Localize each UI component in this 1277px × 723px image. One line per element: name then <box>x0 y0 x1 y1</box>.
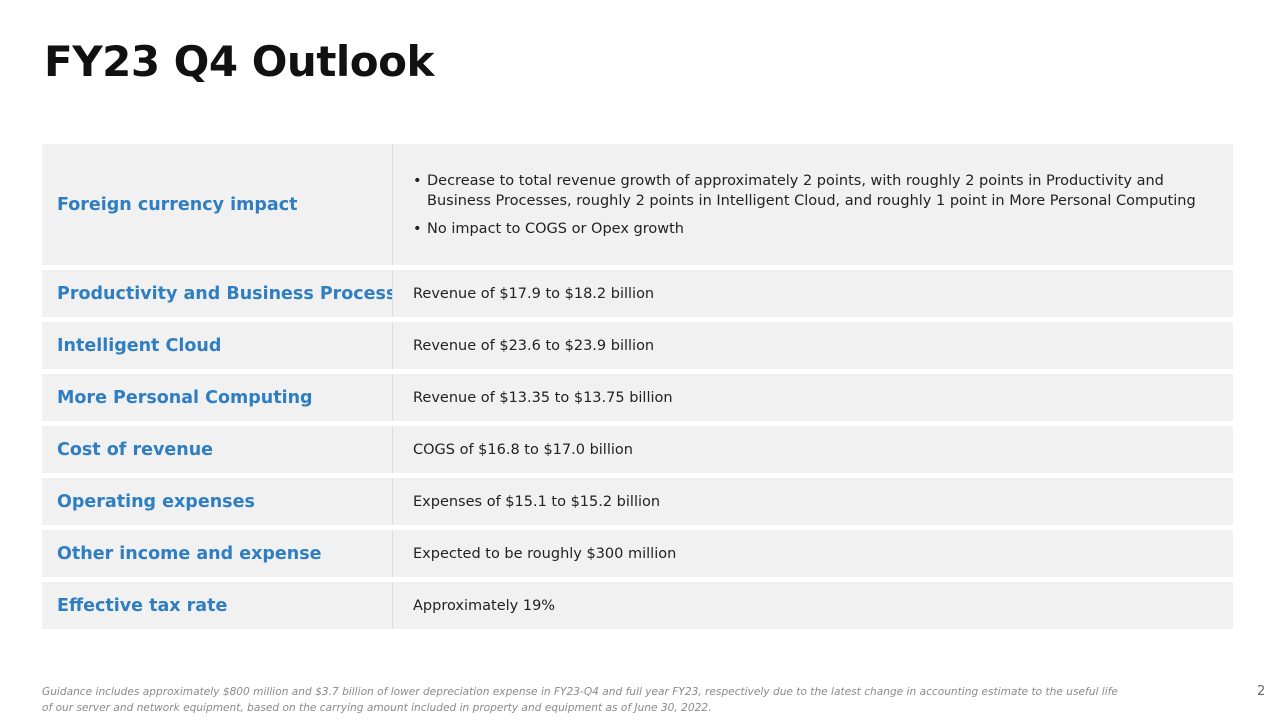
outlook-table: Foreign currency impact Decrease to tota… <box>42 144 1233 629</box>
slide-title: FY23 Q4 Outlook <box>44 37 434 86</box>
table-row: More Personal Computing Revenue of $13.3… <box>42 374 1233 421</box>
row-label: More Personal Computing <box>42 374 393 421</box>
row-value: COGS of $16.8 to $17.0 billion <box>413 441 633 458</box>
bullet-text-line: No impact to COGS or Opex growth <box>427 220 684 237</box>
page-number: 2 <box>1257 684 1266 699</box>
table-row: Other income and expense Expected to be … <box>42 530 1233 577</box>
table-row: Effective tax rate Approximately 19% <box>42 582 1233 629</box>
table-row: Intelligent Cloud Revenue of $23.6 to $2… <box>42 322 1233 369</box>
row-value: Approximately 19% <box>413 597 556 614</box>
bullet-text-line: Business Processes, roughly 2 points in … <box>427 192 1196 209</box>
row-label: Effective tax rate <box>42 582 393 629</box>
bullet-list: Decrease to total revenue growth of appr… <box>413 171 1196 239</box>
row-label: Operating expenses <box>42 478 393 525</box>
row-label: Productivity and Business Processes <box>42 270 393 317</box>
row-label: Cost of revenue <box>42 426 393 473</box>
row-value: Revenue of $17.9 to $18.2 billion <box>413 285 655 302</box>
bullet-item: Decrease to total revenue growth of appr… <box>413 171 1196 211</box>
footnote-line: of our server and network equipment, bas… <box>42 702 712 714</box>
table-row: Foreign currency impact Decrease to tota… <box>42 144 1233 265</box>
row-label: Foreign currency impact <box>42 144 393 265</box>
row-value: Expenses of $15.1 to $15.2 billion <box>413 493 661 510</box>
row-label: Other income and expense <box>42 530 393 577</box>
bullet-text-line: Decrease to total revenue growth of appr… <box>427 172 1164 189</box>
row-label: Intelligent Cloud <box>42 322 393 369</box>
row-value: Decrease to total revenue growth of appr… <box>393 144 1233 265</box>
bullet-item: No impact to COGS or Opex growth <box>413 219 1196 239</box>
row-value: Expected to be roughly $300 million <box>413 545 677 562</box>
table-row: Operating expenses Expenses of $15.1 to … <box>42 478 1233 525</box>
table-row: Productivity and Business Processes Reve… <box>42 270 1233 317</box>
row-value: Revenue of $23.6 to $23.9 billion <box>413 337 655 354</box>
row-value: Revenue of $13.35 to $13.75 billion <box>413 389 673 406</box>
table-row: Cost of revenue COGS of $16.8 to $17.0 b… <box>42 426 1233 473</box>
footnote: Guidance includes approximately $800 mil… <box>42 684 1242 716</box>
footnote-line: Guidance includes approximately $800 mil… <box>42 686 1118 698</box>
